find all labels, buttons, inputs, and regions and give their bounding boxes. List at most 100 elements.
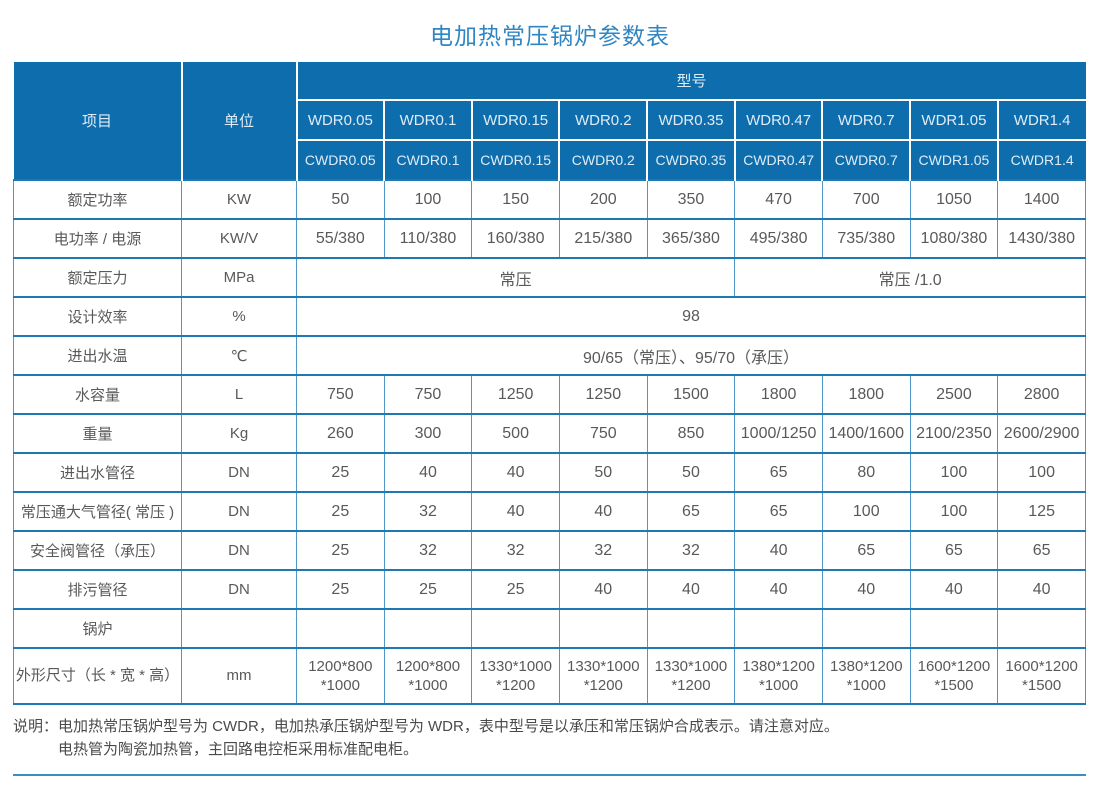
value-cell: 1330*1000 *1200: [471, 647, 560, 705]
value-cell: 215/380: [558, 218, 648, 258]
value-cell: 1080/380: [909, 218, 998, 258]
header-model: WDR0.2: [558, 100, 649, 141]
header-model: CWDR0.1: [383, 140, 473, 180]
header-model: WDR0.05: [296, 100, 386, 141]
value-cell: [734, 608, 823, 648]
value-cell: 1380*1200 *1000: [734, 647, 823, 705]
row-unit: L: [181, 374, 297, 414]
value-cell-merged: 90/65（常压）、95/70（承压）: [296, 335, 1086, 375]
table-row-weight: 重量 Kg 260 300 500 750 850 1000/1250 1400…: [13, 413, 1086, 453]
value-cell: 1800: [821, 374, 911, 414]
row-unit: DN: [181, 569, 297, 609]
table-row-safety-valve: 安全阀管径（承压） DN 25 32 32 32 32 40 65 65 65: [13, 530, 1086, 570]
header-model: WDR0.7: [821, 100, 912, 141]
row-unit: ℃: [181, 335, 297, 375]
value-cell: 2100/2350: [909, 413, 998, 453]
header-model: CWDR0.35: [646, 140, 736, 180]
value-cell: 260: [296, 413, 385, 453]
value-cell: 1200*800 *1000: [296, 647, 385, 705]
value-cell: 1600*1200 *1500: [997, 647, 1086, 705]
value-cell: 2500: [909, 374, 998, 414]
table-row-dimensions: 外形尺寸（长 * 宽 * 高） mm 1200*800 *1000 1200*8…: [13, 647, 1086, 705]
table-row-atmos-pipe: 常压通大气管径( 常压 ) DN 25 32 40 40 65 65 100 1…: [13, 491, 1086, 531]
value-cell: 850: [646, 413, 735, 453]
value-cell: 1330*1000 *1200: [646, 647, 735, 705]
header-row-wdr: WDR0.05 WDR0.1 WDR0.15 WDR0.2 WDR0.35 WD…: [14, 100, 1086, 141]
header-model: WDR1.4: [996, 100, 1086, 141]
header-row-cwdr: CWDR0.05 CWDR0.1 CWDR0.15 CWDR0.2 CWDR0.…: [14, 140, 1086, 180]
row-unit: DN: [181, 491, 297, 531]
footnote-body: 电加热常压锅炉型号为 CWDR，电加热承压锅炉型号为 WDR，表中型号是以承压和…: [58, 715, 1086, 762]
footnote-line-1: 电加热常压锅炉型号为 CWDR，电加热承压锅炉型号为 WDR，表中型号是以承压和…: [58, 718, 839, 735]
table-row-water-pipe: 进出水管径 DN 25 40 40 50 50 65 80 100 100: [13, 452, 1086, 492]
bottom-divider: [13, 773, 1086, 776]
value-cell: [909, 608, 998, 648]
value-cell: 735/380: [821, 218, 911, 258]
value-cell: 100: [383, 179, 472, 219]
value-cell: 40: [558, 491, 648, 531]
row-unit: MPa: [181, 257, 297, 297]
row-label: 排污管径: [13, 569, 182, 609]
value-cell: [558, 608, 648, 648]
row-label: 外形尺寸（长 * 宽 * 高）: [13, 647, 182, 705]
value-cell: [296, 608, 385, 648]
value-cell: 1430/380: [997, 218, 1086, 258]
header-model: WDR0.35: [646, 100, 736, 141]
row-label: 常压通大气管径( 常压 ): [13, 491, 182, 531]
value-cell: 32: [383, 530, 472, 570]
row-unit: Kg: [181, 413, 297, 453]
value-cell: 40: [383, 452, 472, 492]
value-cell: 50: [558, 452, 648, 492]
value-cell: 1000/1250: [734, 413, 823, 453]
value-cell: 40: [646, 569, 735, 609]
value-cell: 200: [558, 179, 648, 219]
header-model: CWDR1.4: [996, 140, 1086, 180]
header-model: WDR1.05: [909, 100, 999, 141]
header-model: WDR0.47: [733, 100, 824, 141]
value-cell: 1800: [734, 374, 823, 414]
row-unit: %: [181, 296, 297, 336]
value-cell: 350: [646, 179, 735, 219]
header-row-model-group: 项目 单位 型号: [13, 62, 1086, 180]
value-cell: [383, 608, 472, 648]
value-cell: 25: [296, 452, 385, 492]
table-row-electric-power: 电功率 / 电源 KW/V 55/380 110/380 160/380 215…: [13, 218, 1086, 258]
row-label: 进出水管径: [13, 452, 182, 492]
value-cell: 32: [471, 530, 560, 570]
value-cell: 65: [997, 530, 1086, 570]
header-model: CWDR0.05: [296, 140, 386, 180]
value-cell: 40: [821, 569, 911, 609]
table-row-rated-power: 额定功率 KW 50 100 150 200 350 470 700 1050 …: [13, 179, 1086, 219]
value-cell: 80: [821, 452, 911, 492]
value-cell: 40: [997, 569, 1086, 609]
value-cell: 100: [997, 452, 1086, 492]
value-cell: 40: [471, 452, 560, 492]
table-row-rated-pressure: 额定压力 MPa 常压 常压 /1.0: [13, 257, 1086, 297]
value-cell: [821, 608, 911, 648]
value-cell: 125: [997, 491, 1086, 531]
row-label: 设计效率: [13, 296, 182, 336]
value-cell: 750: [296, 374, 385, 414]
value-cell: 750: [558, 413, 648, 453]
value-cell: 32: [558, 530, 648, 570]
row-label: 额定压力: [13, 257, 182, 297]
value-cell-merged: 常压: [295, 257, 735, 297]
header-model: WDR0.15: [470, 100, 561, 141]
value-cell: 1050: [909, 179, 998, 219]
value-cell: 50: [296, 179, 385, 219]
value-cell: 25: [296, 530, 385, 570]
header-unit: 单位: [180, 62, 298, 180]
table-row-boiler: 锅炉: [13, 608, 1086, 648]
value-cell: 1600*1200 *1500: [909, 647, 998, 705]
value-cell: 32: [646, 530, 735, 570]
value-cell: [471, 608, 560, 648]
value-cell: 50: [646, 452, 735, 492]
boiler-parameter-table: 项目 单位 型号 WDR0.05 WDR0.1 WDR0.15 WDR0.2 W…: [13, 62, 1086, 705]
header-model: WDR0.1: [383, 100, 473, 141]
value-cell: 25: [471, 569, 560, 609]
table-row-water-temp: 进出水温 ℃ 90/65（常压）、95/70（承压）: [13, 335, 1086, 375]
row-unit: KW: [181, 179, 297, 219]
value-cell: 365/380: [646, 218, 735, 258]
header-model: CWDR0.2: [558, 140, 649, 180]
row-label: 重量: [13, 413, 182, 453]
